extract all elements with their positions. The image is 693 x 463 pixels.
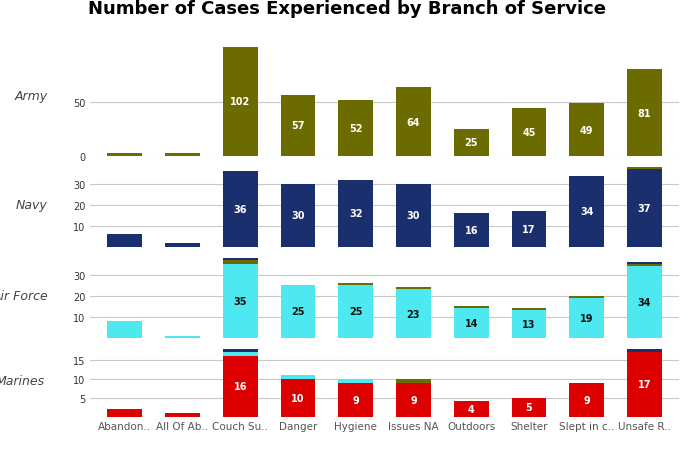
Text: 35: 35 [234,296,247,307]
Bar [627,263,662,265]
Bar [223,265,258,338]
Bar [570,296,604,298]
Bar [570,176,604,247]
Bar [165,413,200,417]
Bar [396,184,431,247]
Text: 81: 81 [638,108,651,118]
Bar [627,267,662,338]
Text: 34: 34 [580,206,593,217]
Bar [627,349,662,353]
Bar [281,286,315,338]
Bar [165,153,200,156]
Text: 34: 34 [638,297,651,307]
Y-axis label: Air Force: Air Force [0,290,48,303]
Text: 45: 45 [523,127,536,138]
Bar [454,401,489,417]
Y-axis label: Army: Army [15,90,48,103]
Bar [511,309,546,311]
Bar [396,88,431,156]
Bar [223,357,258,417]
Text: 57: 57 [291,121,305,131]
Bar [223,349,258,353]
Text: 17: 17 [638,380,651,390]
Text: 32: 32 [349,209,362,219]
Text: 9: 9 [584,395,590,405]
Text: 37: 37 [638,204,651,213]
Bar [223,48,258,156]
Bar [396,290,431,338]
Bar [570,104,604,156]
Bar [570,383,604,417]
Bar [338,180,373,247]
Bar [454,309,489,338]
Bar [165,243,200,247]
Bar [281,184,315,247]
Bar [223,258,258,261]
Y-axis label: Marines: Marines [0,375,44,388]
Bar [454,307,489,309]
Bar [511,108,546,156]
Bar [570,298,604,338]
Text: 30: 30 [407,211,420,221]
Bar [511,398,546,417]
Text: 10: 10 [291,393,305,403]
Bar [338,379,373,383]
Text: 52: 52 [349,124,362,134]
Text: 5: 5 [525,402,532,412]
Bar [396,379,431,383]
Bar [627,168,662,170]
Bar [107,409,142,417]
Bar [223,261,258,265]
Bar [107,321,142,338]
Bar [281,96,315,156]
Y-axis label: Navy: Navy [15,199,47,212]
Bar [338,283,373,286]
Text: 23: 23 [407,309,420,319]
Bar [338,101,373,156]
Text: 49: 49 [580,125,593,135]
Text: Number of Cases Experienced by Branch of Service: Number of Cases Experienced by Branch of… [87,0,606,18]
Bar [627,170,662,247]
Text: 25: 25 [349,307,362,317]
Bar [107,153,142,156]
Bar [454,130,489,156]
Bar [627,70,662,156]
Bar [454,214,489,247]
Bar [511,212,546,247]
Text: 9: 9 [410,395,417,405]
Text: 9: 9 [352,395,359,405]
Text: 30: 30 [291,211,305,221]
Bar [396,288,431,290]
Text: 25: 25 [291,307,305,317]
Bar [338,286,373,338]
Text: 4: 4 [468,404,475,414]
Text: 17: 17 [523,225,536,234]
Bar [223,172,258,247]
Text: 36: 36 [234,205,247,214]
Bar [281,379,315,417]
Bar [627,353,662,417]
Text: 102: 102 [230,97,250,107]
Text: 19: 19 [580,313,593,323]
Bar [107,235,142,247]
Bar [396,383,431,417]
Bar [281,375,315,379]
Text: 16: 16 [464,225,478,236]
Bar [511,311,546,338]
Bar [223,353,258,357]
Text: 64: 64 [407,117,420,127]
Bar [627,265,662,267]
Text: 14: 14 [464,318,478,328]
Text: 25: 25 [464,138,478,148]
Text: 13: 13 [523,319,536,329]
Bar [338,383,373,417]
Text: 16: 16 [234,382,247,392]
Bar [165,336,200,338]
